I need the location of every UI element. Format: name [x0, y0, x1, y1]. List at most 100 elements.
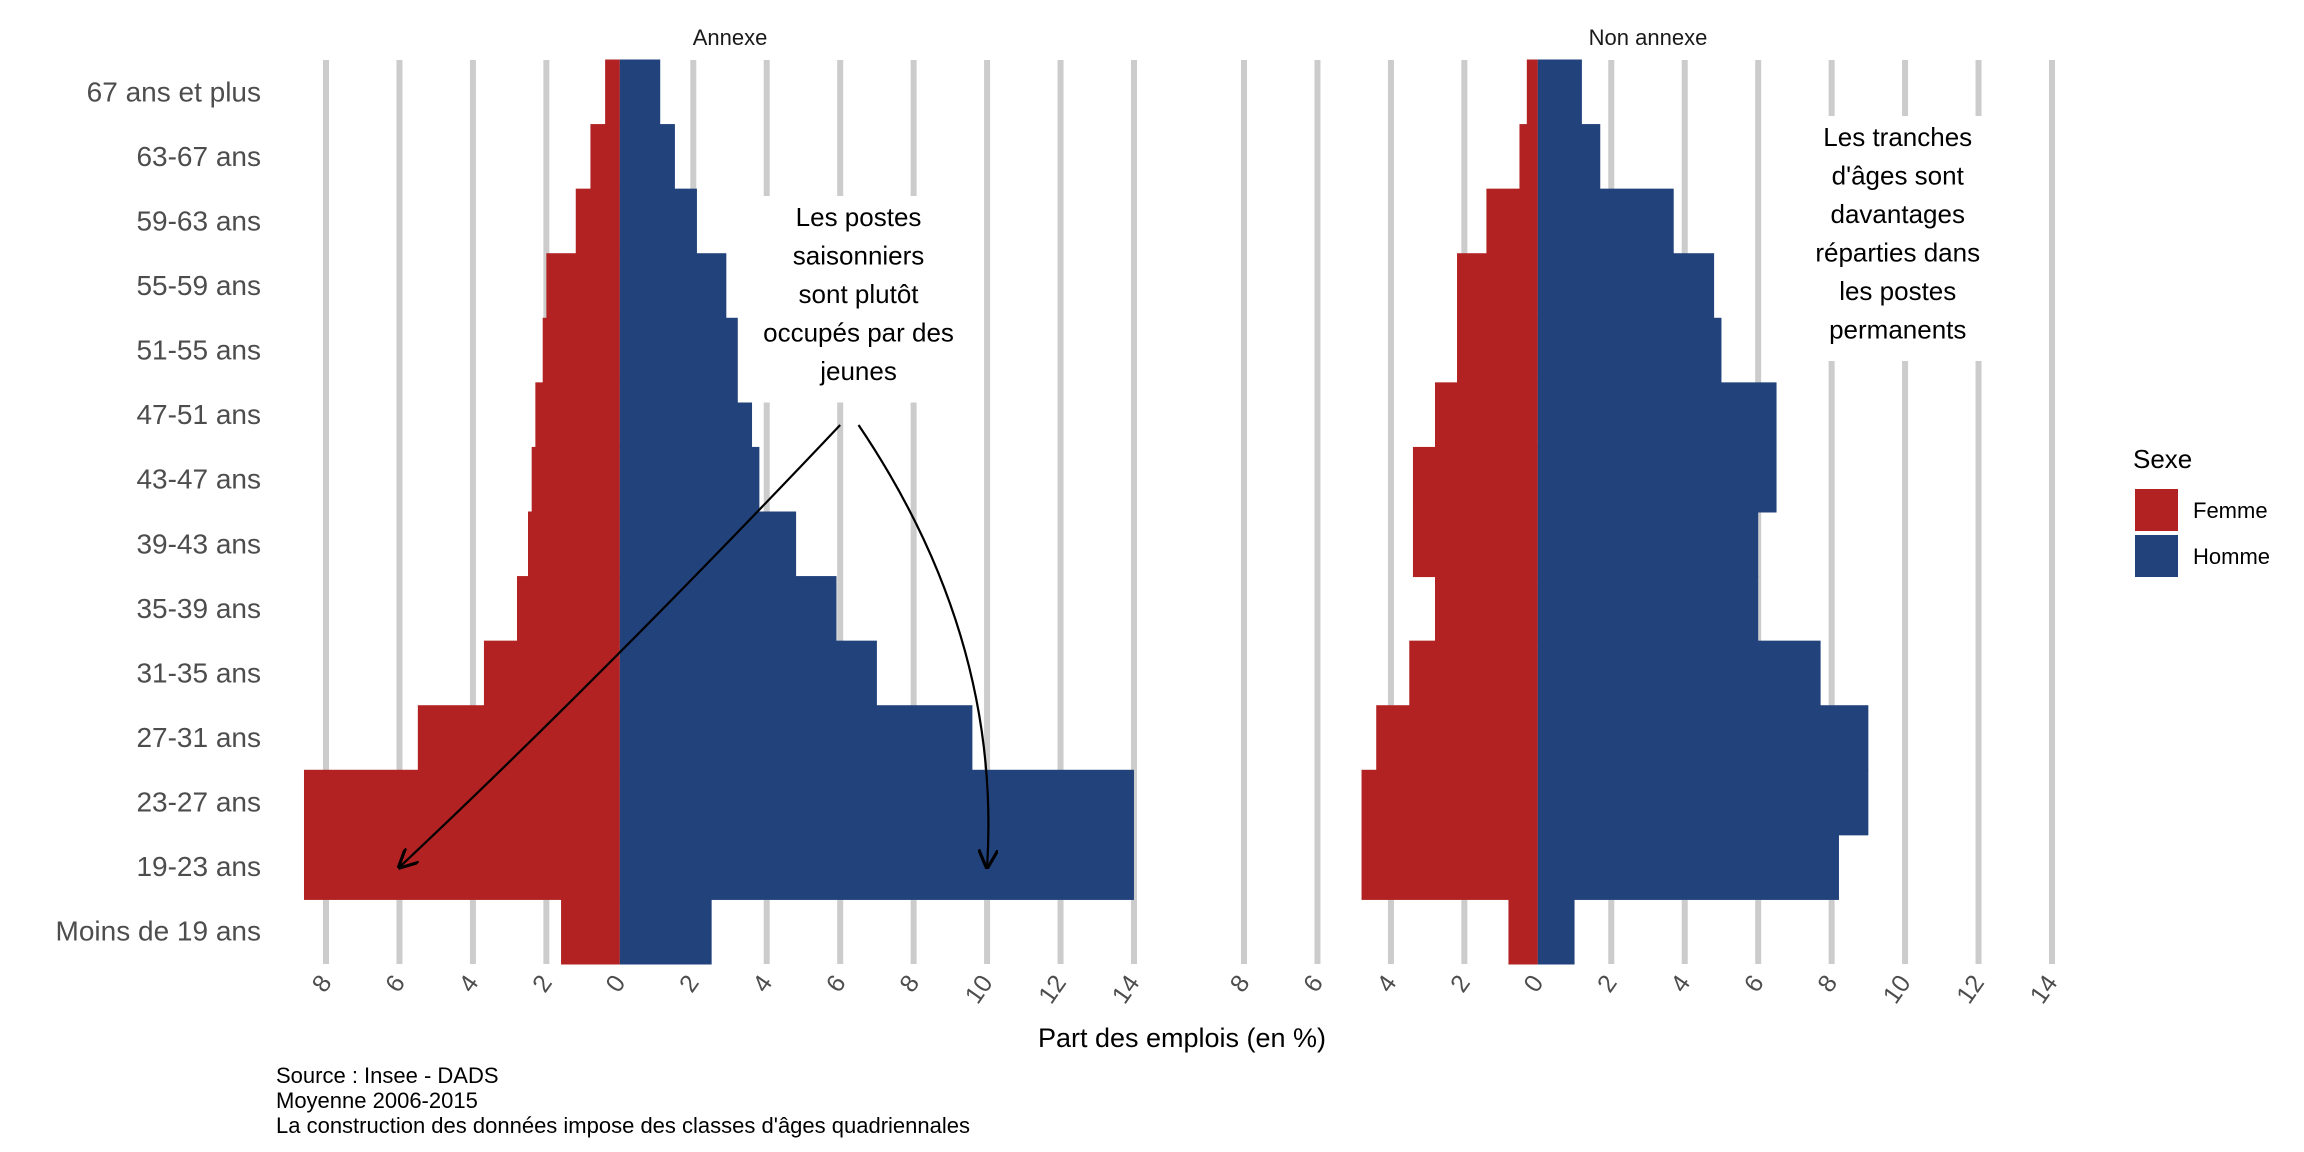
- bar-homme-non-annexe-35-39-ans: [1537, 576, 1759, 642]
- bar-homme-non-annexe-43-47-ans: [1537, 446, 1777, 513]
- bar-femme-annexe-19-23-ans: [303, 834, 620, 900]
- bar-femme-non-annexe-47-51-ans: [1434, 382, 1538, 448]
- bar-femme-annexe-39-43-ans: [528, 511, 620, 578]
- caption-period: Moyenne 2006-2015: [276, 1088, 478, 1113]
- x-tick-label-annexe-2: 4: [453, 970, 484, 998]
- x-tick-label-non-annexe-9: 10: [1878, 970, 1917, 1009]
- annotation-bg-annexe: [737, 196, 980, 403]
- bar-homme-non-annexe-63-67-ans: [1537, 124, 1601, 190]
- bar-femme-annexe-43-47-ans: [531, 446, 620, 513]
- x-tick-label-annexe-9: 10: [960, 970, 999, 1009]
- x-tick-label-non-annexe-0: 8: [1225, 970, 1256, 997]
- bar-femme-annexe-35-39-ans: [516, 576, 620, 642]
- annotation-line-non-annexe-3: réparties dans: [1815, 238, 1980, 268]
- annotation-line-annexe-3: occupés par des: [763, 318, 954, 348]
- y-tick-label-47-51-ans: 47-51 ans: [136, 399, 261, 430]
- x-tick-label-non-annexe-3: 2: [1445, 970, 1476, 997]
- annotation-line-annexe-1: saisonniers: [793, 241, 925, 271]
- x-tick-label-annexe-1: 6: [380, 970, 411, 997]
- bar-femme-non-annexe-55-59-ans: [1457, 253, 1538, 319]
- annotation-line-non-annexe-4: les postes: [1839, 276, 1956, 306]
- x-tick-label-non-annexe-2: 4: [1371, 970, 1402, 998]
- bar-homme-annexe-35-39-ans: [619, 576, 837, 642]
- annotation-bg-non-annexe: [1784, 116, 2012, 361]
- bar-femme-non-annexe-63-67-ans: [1519, 124, 1538, 190]
- bar-femme-annexe-27-31-ans: [417, 705, 620, 771]
- annotation-line-non-annexe-0: Les tranches: [1823, 122, 1972, 152]
- x-tick-label-non-annexe-11: 14: [2025, 970, 2064, 1009]
- bar-homme-non-annexe-51-55-ans: [1537, 317, 1722, 384]
- bar-homme-annexe-moins-de-19-ans: [619, 898, 712, 965]
- bar-femme-non-annexe-35-39-ans: [1434, 576, 1538, 642]
- y-tick-label-27-31-ans: 27-31 ans: [136, 722, 261, 753]
- annotation-arrow-femme: [399, 424, 841, 867]
- bar-femme-non-annexe-39-43-ans: [1412, 511, 1538, 578]
- bar-femme-non-annexe-27-31-ans: [1376, 705, 1538, 771]
- annotation-line-non-annexe-5: permanents: [1829, 315, 1966, 345]
- x-tick-label-annexe-7: 6: [821, 970, 852, 997]
- panel-title-annexe: Annexe: [693, 25, 768, 50]
- x-tick-label-annexe-3: 2: [527, 970, 558, 997]
- legend-title: Sexe: [2133, 444, 2192, 474]
- y-tick-label-31-35-ans: 31-35 ans: [136, 657, 261, 688]
- legend-key-femme: [2135, 489, 2178, 531]
- y-tick-label-35-39-ans: 35-39 ans: [136, 593, 261, 624]
- bar-homme-non-annexe-67-ans-et-plus: [1537, 59, 1582, 126]
- legend: Sexe Femme Homme: [2133, 444, 2270, 577]
- x-tick-label-non-annexe-10: 12: [1951, 970, 1990, 1009]
- bar-homme-non-annexe-27-31-ans: [1537, 705, 1869, 771]
- bar-femme-non-annexe-19-23-ans: [1361, 834, 1538, 900]
- bar-homme-annexe-39-43-ans: [619, 511, 797, 578]
- bar-femme-annexe-55-59-ans: [546, 253, 620, 319]
- x-tick-label-non-annexe-6: 4: [1665, 970, 1696, 998]
- annotation-line-annexe-4: jeunes: [819, 356, 897, 386]
- bar-homme-non-annexe-39-43-ans: [1537, 511, 1759, 578]
- annotation-line-non-annexe-1: d'âges sont: [1832, 161, 1965, 191]
- y-tick-label-55-59-ans: 55-59 ans: [136, 270, 261, 301]
- bar-homme-non-annexe-47-51-ans: [1537, 382, 1777, 448]
- bar-femme-annexe-67-ans-et-plus: [605, 59, 620, 126]
- bar-femme-non-annexe-59-63-ans: [1486, 188, 1538, 255]
- legend-label-femme: Femme: [2193, 498, 2268, 523]
- x-tick-label-annexe-8: 8: [894, 970, 925, 997]
- bar-femme-annexe-51-55-ans: [542, 317, 620, 384]
- x-tick-label-non-annexe-8: 8: [1812, 970, 1843, 997]
- bar-homme-non-annexe-55-59-ans: [1537, 253, 1715, 319]
- y-tick-label-63-67-ans: 63-67 ans: [136, 141, 261, 172]
- caption-note: La construction des données impose des c…: [276, 1113, 970, 1138]
- x-tick-label-annexe-5: 2: [674, 970, 705, 997]
- bar-femme-annexe-59-63-ans: [575, 188, 620, 255]
- legend-label-homme: Homme: [2193, 544, 2270, 569]
- bar-homme-non-annexe-moins-de-19-ans: [1537, 898, 1575, 965]
- bar-femme-annexe-31-35-ans: [483, 640, 620, 707]
- y-tick-label-51-55-ans: 51-55 ans: [136, 335, 261, 366]
- annotation-arrow-homme: [857, 424, 989, 867]
- x-tick-label-non-annexe-7: 6: [1739, 970, 1770, 997]
- bar-homme-annexe-19-23-ans: [619, 834, 1134, 900]
- annotation-line-non-annexe-2: davantages: [1831, 199, 1965, 229]
- y-tick-label-59-63-ans: 59-63 ans: [136, 205, 261, 236]
- annotation-line-annexe-2: sont plutôt: [799, 279, 920, 309]
- bar-homme-annexe-51-55-ans: [619, 317, 753, 384]
- bar-femme-annexe-moins-de-19-ans: [561, 898, 620, 965]
- bar-femme-non-annexe-51-55-ans: [1457, 317, 1538, 384]
- x-axis-title: Part des emplois (en %): [1038, 1023, 1326, 1053]
- y-tick-label-39-43-ans: 39-43 ans: [136, 528, 261, 559]
- bar-homme-non-annexe-31-35-ans: [1537, 640, 1821, 707]
- bar-femme-non-annexe-moins-de-19-ans: [1508, 898, 1538, 965]
- bar-homme-annexe-47-51-ans: [619, 382, 753, 448]
- x-tick-label-non-annexe-1: 6: [1298, 970, 1329, 997]
- bar-femme-non-annexe-67-ans-et-plus: [1526, 59, 1538, 126]
- bar-homme-non-annexe-59-63-ans: [1537, 188, 1674, 255]
- x-tick-label-non-annexe-5: 2: [1592, 970, 1623, 997]
- bar-homme-annexe-23-27-ans: [619, 769, 1134, 836]
- y-tick-label-19-23-ans: 19-23 ans: [136, 851, 261, 882]
- caption-source: Source : Insee - DADS: [276, 1063, 499, 1088]
- panel-title-non-annexe: Non annexe: [1589, 25, 1708, 50]
- legend-key-homme: [2135, 535, 2178, 577]
- bar-femme-non-annexe-31-35-ans: [1409, 640, 1538, 707]
- bar-homme-annexe-67-ans-et-plus: [619, 59, 661, 126]
- x-tick-label-annexe-6: 4: [747, 970, 778, 998]
- x-tick-label-annexe-10: 12: [1033, 970, 1072, 1009]
